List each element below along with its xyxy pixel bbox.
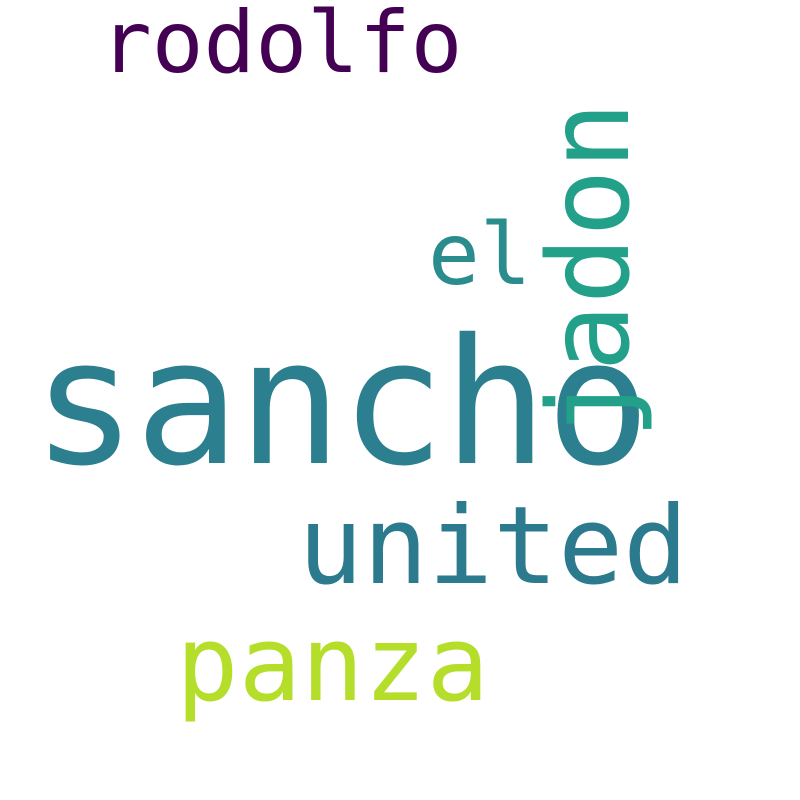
word-united: united [298,484,689,609]
word-rodolfo: rodolfo [100,0,463,93]
word-el: el [428,205,532,305]
word-sancho: sancho [32,302,651,505]
word-panza: panza [176,603,490,725]
word-jadon: jadon [525,101,655,439]
